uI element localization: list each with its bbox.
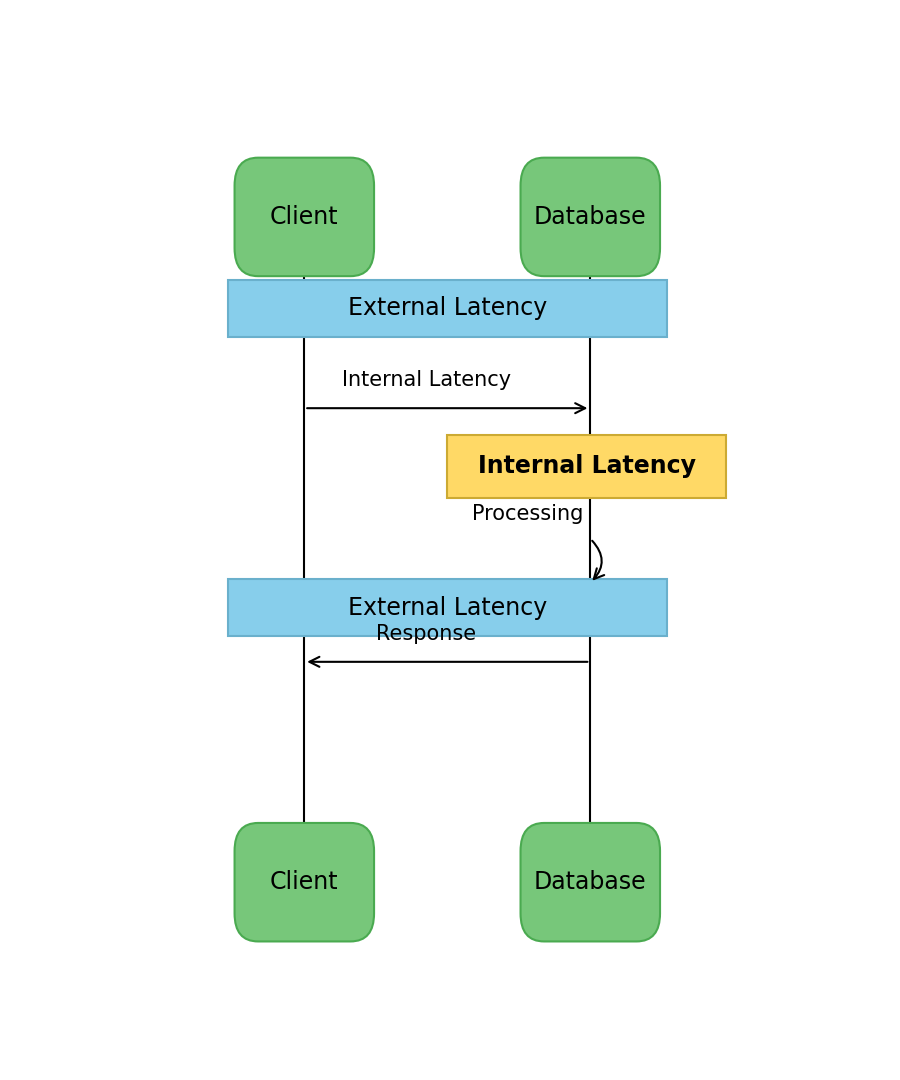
Text: Processing: Processing [472, 503, 583, 524]
Text: Response: Response [376, 623, 476, 644]
Text: Client: Client [270, 870, 338, 894]
Text: Database: Database [534, 205, 646, 229]
Text: Internal Latency: Internal Latency [342, 369, 511, 390]
Text: External Latency: External Latency [347, 296, 547, 321]
FancyBboxPatch shape [235, 158, 374, 276]
Text: Database: Database [534, 870, 646, 894]
FancyBboxPatch shape [235, 823, 374, 942]
FancyBboxPatch shape [520, 823, 660, 942]
FancyBboxPatch shape [520, 158, 660, 276]
Bar [228, 580, 667, 636]
Bar [447, 435, 726, 498]
Bar [228, 280, 667, 337]
Text: Internal Latency: Internal Latency [478, 455, 696, 478]
Text: External Latency: External Latency [347, 596, 547, 620]
Text: Client: Client [270, 205, 338, 229]
